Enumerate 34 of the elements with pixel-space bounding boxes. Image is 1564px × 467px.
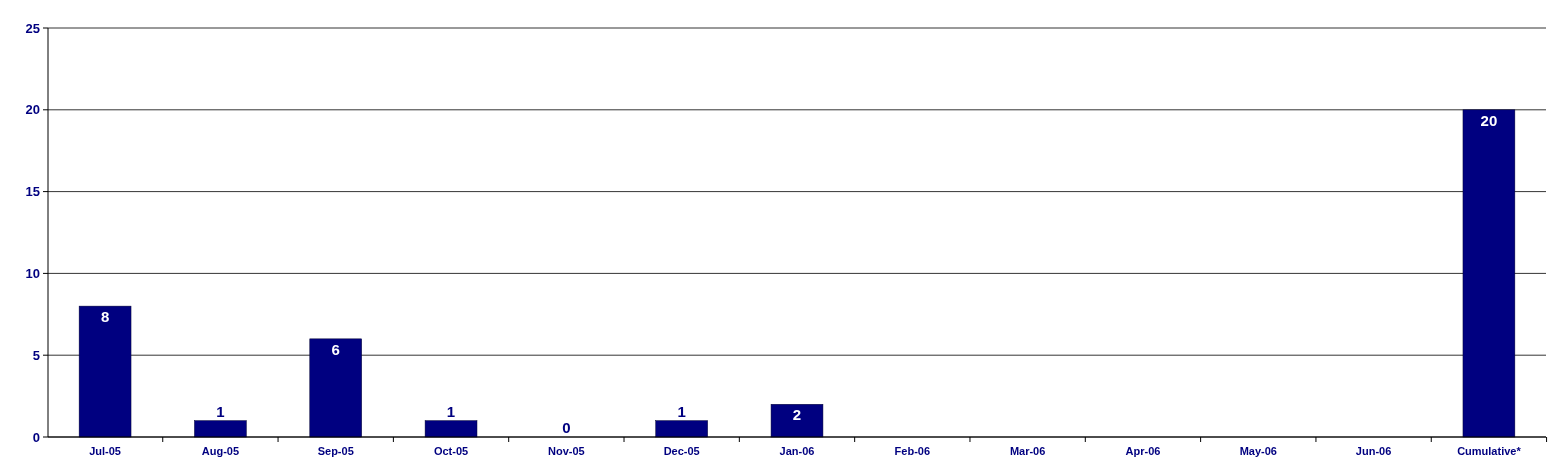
data-label: 20 [1480,111,1498,129]
x-tick-label: Cumulative* [1457,445,1522,457]
x-tick-label: Aug-05 [201,445,240,457]
data-label: 1 [216,402,225,420]
y-tick-label: 20 [25,102,40,118]
x-tick-label: Sep-05 [317,445,354,457]
bar [78,305,132,438]
data-label: 1 [677,402,686,420]
x-tick-label: Nov-05 [548,445,585,457]
x-tick-label: Jun-06 [1355,445,1392,457]
x-tick-label: Apr-06 [1125,445,1161,457]
data-label: 0 [562,419,571,436]
x-tick-label: Oct-05 [433,445,469,457]
data-label: 2 [792,406,802,424]
y-tick-label: 0 [32,429,40,445]
x-tick-label: Jul-05 [89,445,121,457]
x-tick-label: Mar-06 [1009,445,1046,457]
data-label: 1 [446,402,456,420]
bar [770,404,824,438]
y-tick-label: 15 [25,184,40,200]
x-tick-label: Feb-06 [894,445,931,457]
x-tick-label: Jan-06 [779,445,815,457]
x-tick-label: May-06 [1239,445,1277,457]
data-label: 8 [100,308,110,326]
bar [655,420,708,438]
y-tick-label: 25 [25,20,40,36]
bar [309,338,362,438]
data-label: 6 [331,340,340,358]
bar [1462,109,1516,438]
y-tick-label: 10 [25,265,40,281]
bar [424,420,478,438]
y-tick-label: 5 [32,347,40,363]
bar [194,420,247,438]
x-tick-label: Dec-05 [663,445,700,457]
